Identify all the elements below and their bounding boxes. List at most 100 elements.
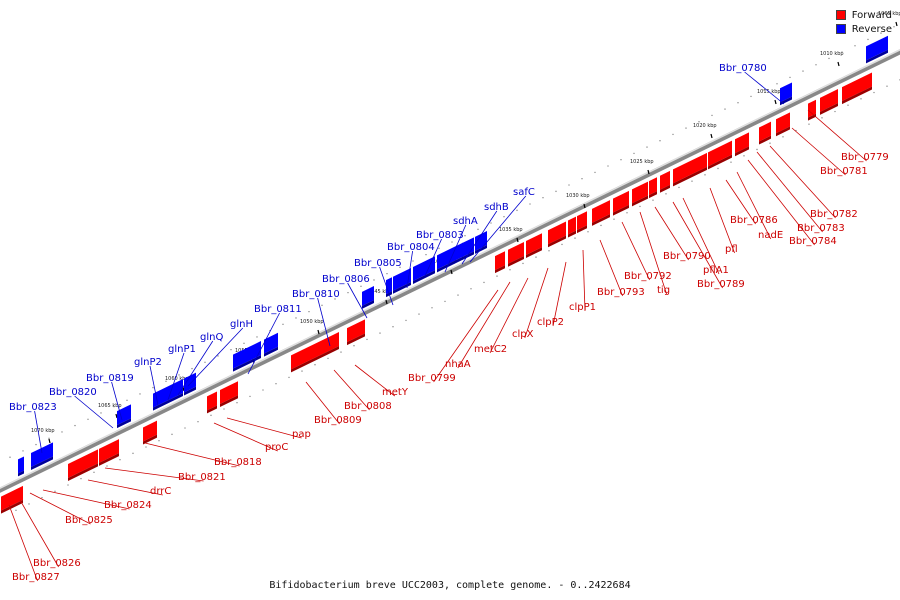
gene-label: Bbr_0784 <box>789 236 837 247</box>
grid-dot <box>48 437 50 439</box>
gene-box <box>43 442 53 465</box>
grid-dot <box>698 121 700 123</box>
grid-dot <box>496 275 498 277</box>
gene-box <box>291 337 327 373</box>
gene-label: metY <box>382 387 409 398</box>
label-leader-line <box>725 179 756 225</box>
tick-mark <box>516 237 519 243</box>
gene-box <box>808 99 816 121</box>
gene-box <box>437 242 463 273</box>
gene-features <box>1 35 888 514</box>
grid-dot <box>444 300 446 303</box>
tick-mark <box>710 133 713 139</box>
gene-box <box>347 319 365 346</box>
gene-box <box>31 447 43 471</box>
tick-mark <box>48 438 51 444</box>
tick-label: 1025 kbp <box>630 159 654 165</box>
tick-mark <box>895 21 898 27</box>
genome-backbone <box>0 49 900 493</box>
gene-box <box>649 177 657 199</box>
label-leader-line <box>582 249 586 312</box>
grid-dot <box>776 83 778 85</box>
grid-dot <box>464 234 466 237</box>
grid-dot <box>41 496 43 499</box>
gene-label: Bbr_0810 <box>292 289 340 300</box>
gene-box <box>220 381 238 407</box>
grid-dot <box>87 418 89 420</box>
gene-label: nadE <box>758 230 783 241</box>
gene-label: Bbr_0820 <box>49 387 97 398</box>
gene-label: proC <box>265 442 288 453</box>
label-leader-line <box>461 210 498 265</box>
grid-dot <box>295 317 297 319</box>
gene-box <box>153 388 163 411</box>
legend-reverse-swatch <box>835 24 846 34</box>
grid-dot <box>717 167 719 170</box>
grid-dot <box>659 140 661 142</box>
label-leader-line <box>111 381 123 421</box>
grid-dot <box>126 399 128 401</box>
grid-dot <box>847 104 849 106</box>
grid-dot <box>802 70 804 72</box>
grid-dot <box>113 405 115 408</box>
grid-dot <box>607 165 609 167</box>
tick-label: 1005 kbp <box>878 11 900 17</box>
gene-label: nhaA <box>445 359 471 370</box>
grid-dot <box>451 241 453 243</box>
tick-label: 1070 kbp <box>31 428 55 434</box>
label-leader-line <box>406 250 413 289</box>
legend-forward-label: Forward <box>851 9 892 21</box>
gene-label: sdhA <box>453 216 478 227</box>
grid-dot <box>711 114 713 117</box>
legend-reverse: Reverse <box>835 22 892 36</box>
grid-dot <box>600 224 602 227</box>
label-leader-line <box>469 195 527 263</box>
gene-box <box>577 211 587 234</box>
grid-dot <box>262 389 264 391</box>
tick-mark <box>774 99 777 105</box>
label-leader-line <box>354 364 396 397</box>
gene-label: Bbr_0782 <box>810 209 858 220</box>
grid-dot <box>236 402 238 404</box>
gene-box <box>776 112 790 137</box>
grid-dot <box>821 117 823 119</box>
legend-forward: Forward <box>835 8 892 22</box>
tick-label: 1065 kbp <box>98 403 122 409</box>
grid-dot <box>347 291 349 294</box>
label-leader-line <box>552 261 567 327</box>
grid-dot <box>763 89 765 91</box>
gene-label: glnP1 <box>168 344 196 355</box>
grid-dot <box>490 222 492 224</box>
label-leader-line <box>621 221 650 281</box>
grid-dot <box>737 102 739 104</box>
grid-dot <box>373 279 375 281</box>
label-leader-line <box>42 489 130 510</box>
label-leader-line <box>444 224 467 273</box>
grid-dot <box>93 471 95 474</box>
grid-dot <box>867 38 869 41</box>
label-leader-line <box>807 109 867 162</box>
grid-dot <box>35 443 37 446</box>
grid-dot <box>561 243 563 246</box>
gene-box <box>735 132 749 157</box>
gene-label: Bbr_0790 <box>663 251 711 262</box>
tick-mark <box>647 169 650 175</box>
tick-label: 1030 kbp <box>566 193 590 199</box>
grid-dot <box>548 250 550 252</box>
gene-box <box>173 379 183 401</box>
label-leader-line <box>317 297 331 347</box>
grid-dot <box>808 123 810 125</box>
tick-label: 1010 kbp <box>820 51 844 57</box>
grid-dot <box>197 421 199 423</box>
gene-label: Bbr_0781 <box>820 166 868 177</box>
grid-dot <box>769 142 771 144</box>
grid-dot <box>477 228 479 231</box>
label-leader-line <box>457 281 511 369</box>
grid-dot <box>516 209 518 212</box>
gene-label: clpP1 <box>569 302 596 313</box>
grid-dot <box>743 155 745 157</box>
grid-dot <box>483 281 485 284</box>
grid-dot <box>613 218 615 220</box>
grid-dot <box>9 456 11 458</box>
